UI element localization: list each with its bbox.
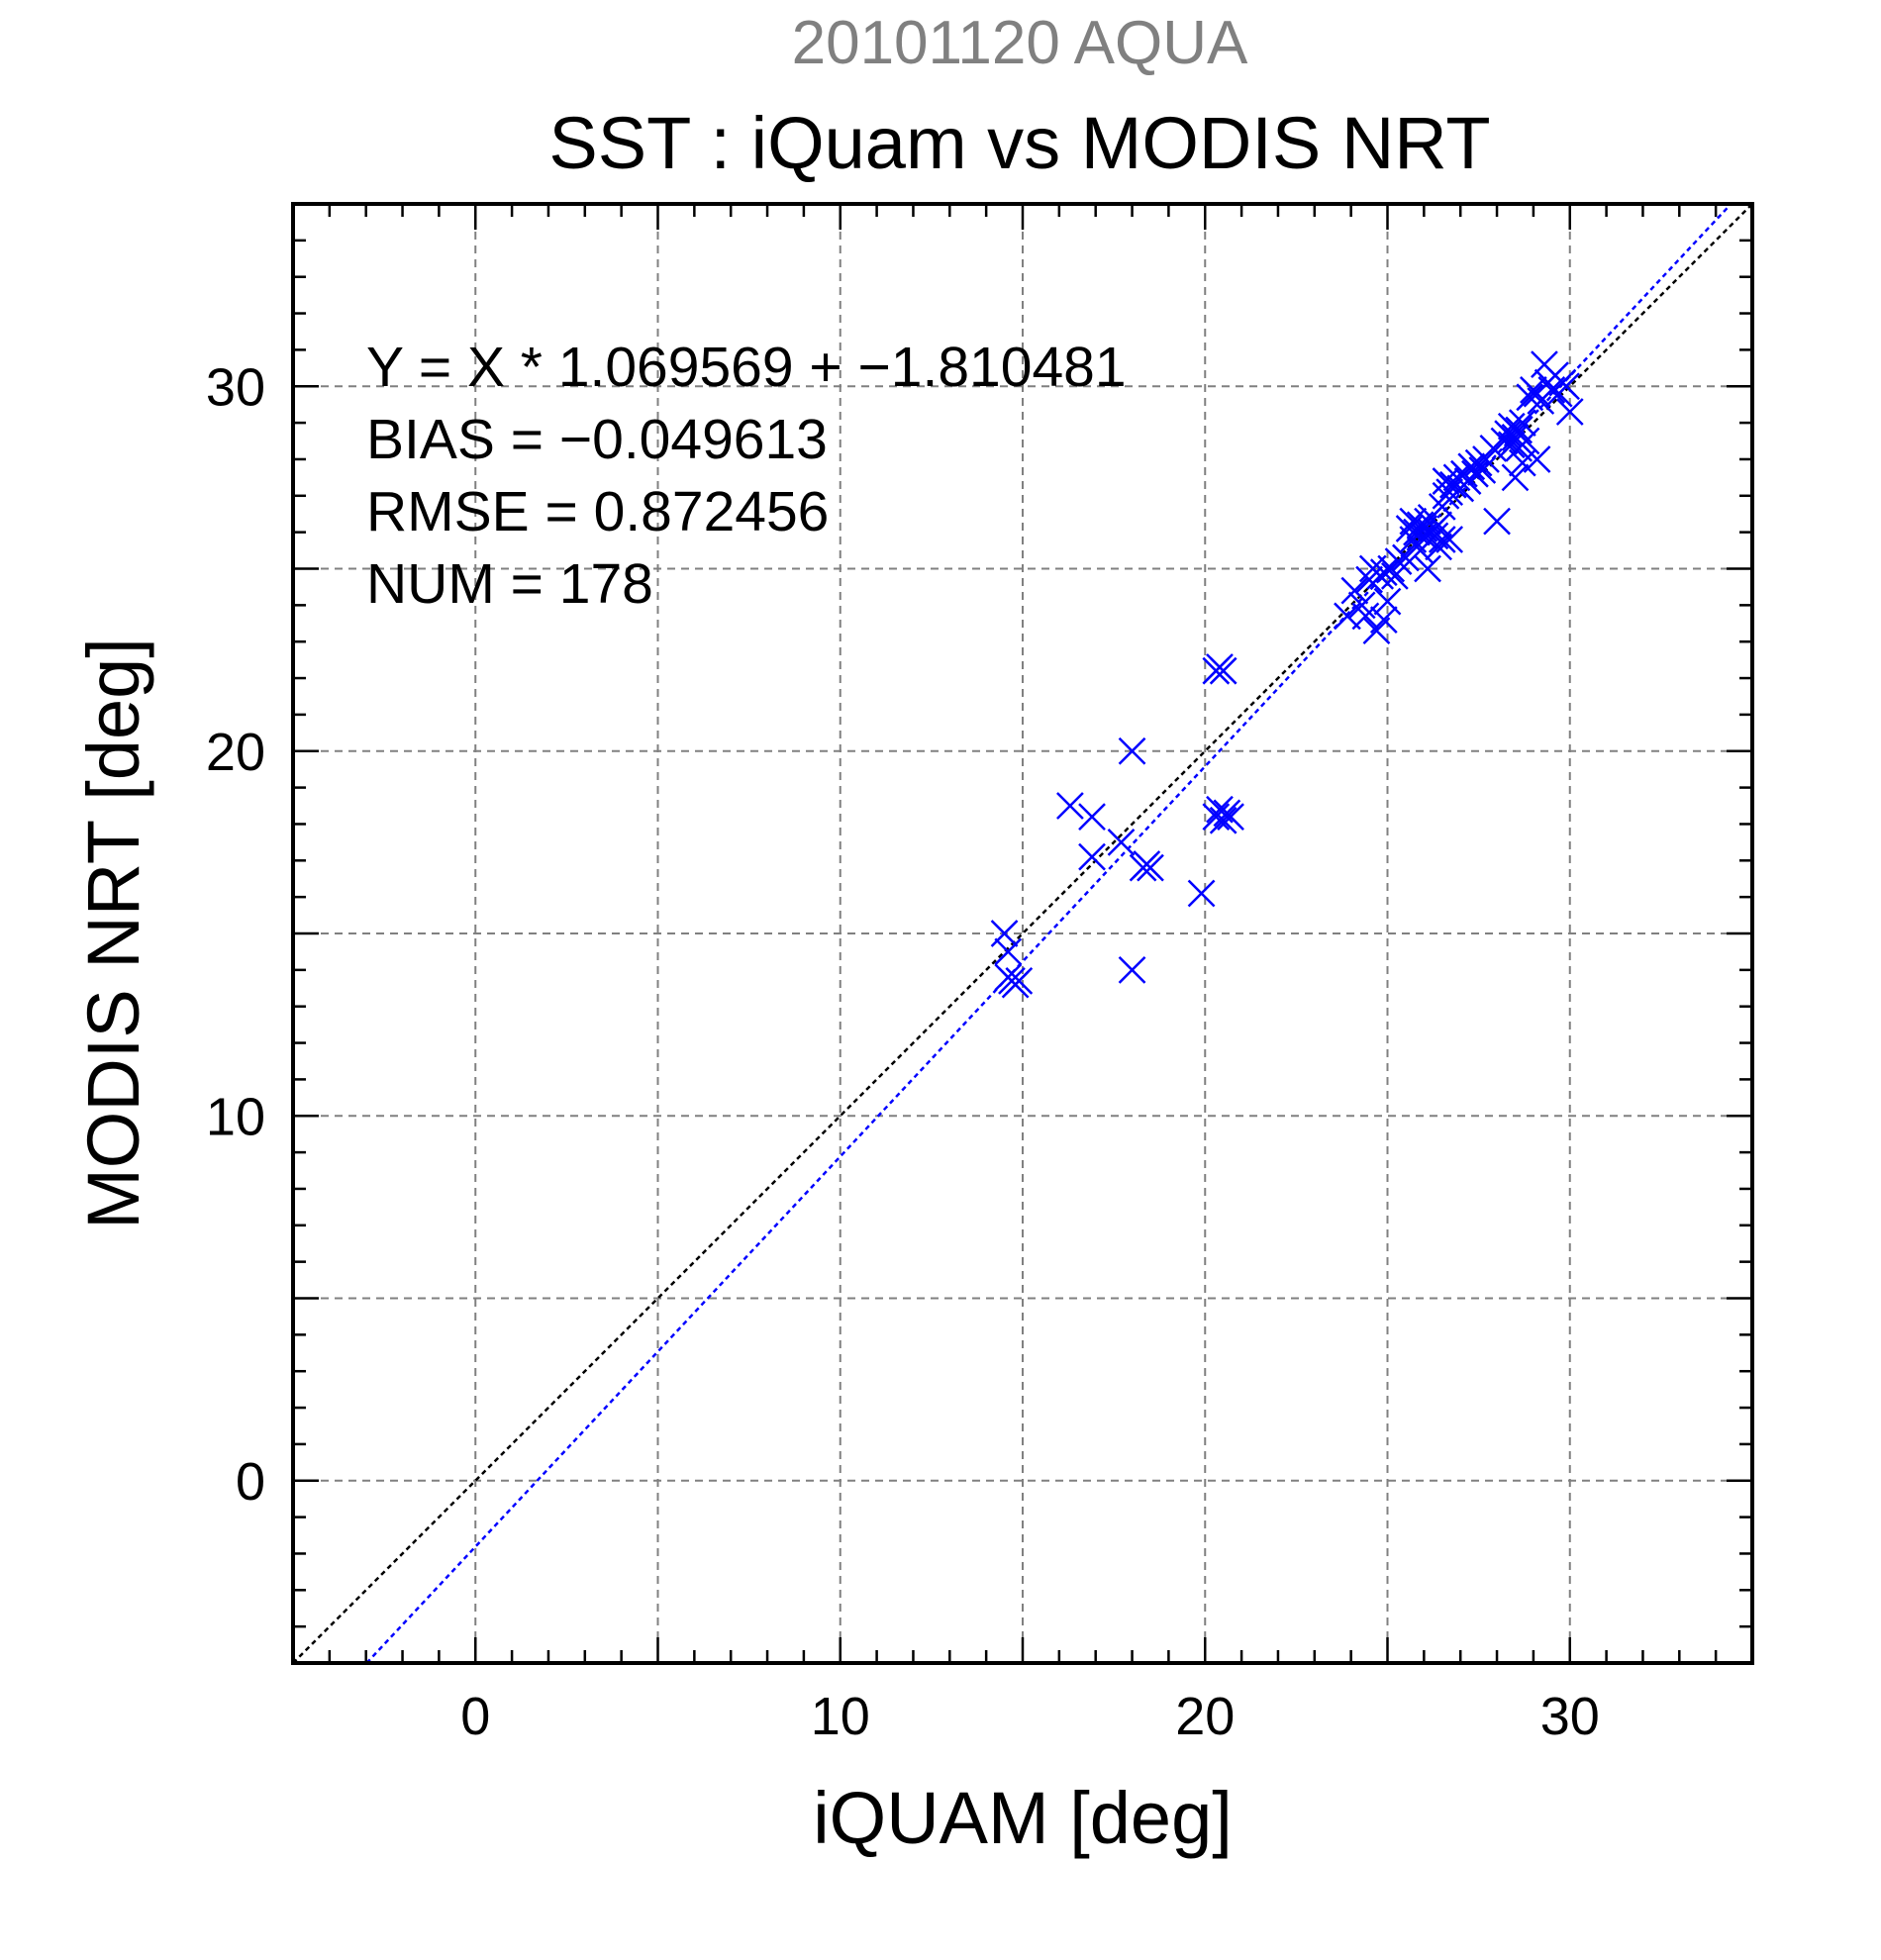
data-point — [1501, 463, 1530, 492]
data-point — [1340, 576, 1369, 605]
plot-frame — [291, 202, 1754, 1665]
y-tick-label: 10 — [206, 1087, 265, 1146]
data-points — [990, 350, 1584, 999]
data-point — [1118, 736, 1146, 765]
data-point — [1384, 547, 1413, 576]
chart-date-label: 20101120 AQUA — [792, 9, 1248, 77]
data-point — [990, 920, 1019, 947]
data-point — [1392, 543, 1420, 572]
data-point — [1351, 602, 1380, 631]
chart-title: SST : iQuam vs MODIS NRT — [548, 102, 1490, 184]
data-point — [1118, 955, 1146, 984]
data-point — [1508, 409, 1536, 437]
data-point — [1056, 792, 1084, 820]
data-point — [1457, 452, 1486, 481]
grid — [293, 204, 1752, 1663]
data-point — [1468, 456, 1497, 484]
data-point — [994, 937, 1023, 966]
data-point — [1436, 478, 1464, 506]
data-point — [1501, 423, 1530, 451]
data-point — [1187, 879, 1216, 908]
regression-fit-line — [365, 203, 1732, 1664]
regression-equation: Y = X * 1.069569 + −1.810481 — [366, 336, 1127, 399]
x-tick-label: 0 — [460, 1687, 490, 1746]
data-point — [1202, 803, 1231, 831]
data-point — [1512, 427, 1540, 455]
x-axis-label: iQUAM [deg] — [813, 1777, 1233, 1859]
rmse-stat: RMSE = 0.872456 — [366, 480, 829, 543]
data-point — [1555, 398, 1584, 426]
data-point — [1442, 463, 1471, 492]
tick-labels: 0 10 20 30 0 10 20 30 — [206, 357, 1600, 1746]
data-point — [1373, 587, 1402, 616]
data-point — [1078, 842, 1106, 871]
data-point — [1483, 507, 1511, 536]
count-stat: NUM = 178 — [366, 552, 653, 616]
y-tick-label: 0 — [236, 1452, 265, 1512]
y-tick-label: 30 — [206, 357, 265, 417]
data-point — [1432, 467, 1460, 495]
data-point — [1347, 591, 1376, 620]
x-tick-label: 10 — [811, 1687, 870, 1746]
data-point — [1552, 372, 1580, 401]
data-point — [1436, 526, 1464, 553]
data-point — [1078, 803, 1106, 831]
data-point — [1461, 459, 1489, 488]
data-point — [1516, 383, 1544, 412]
data-point — [1217, 803, 1244, 831]
data-point — [1494, 420, 1522, 448]
data-point — [1523, 445, 1551, 473]
data-point — [1369, 606, 1398, 634]
data-point — [1107, 828, 1136, 856]
data-point — [1137, 853, 1164, 882]
data-point — [1428, 526, 1456, 553]
data-point — [1414, 554, 1441, 583]
data-point — [1209, 656, 1238, 685]
bias-stat: BIAS = −0.049613 — [366, 408, 828, 471]
y-axis-label: MODIS NRT [deg] — [72, 637, 154, 1229]
stats-block: Y = X * 1.069569 + −1.810481 BIAS = −0.0… — [366, 336, 1127, 616]
data-point — [1005, 967, 1034, 995]
x-tick-label: 30 — [1540, 1687, 1600, 1746]
y-tick-label: 20 — [206, 723, 265, 782]
x-tick-label: 20 — [1175, 1687, 1235, 1746]
data-point — [1209, 806, 1238, 834]
data-point — [1355, 565, 1383, 594]
data-point — [1369, 558, 1398, 587]
